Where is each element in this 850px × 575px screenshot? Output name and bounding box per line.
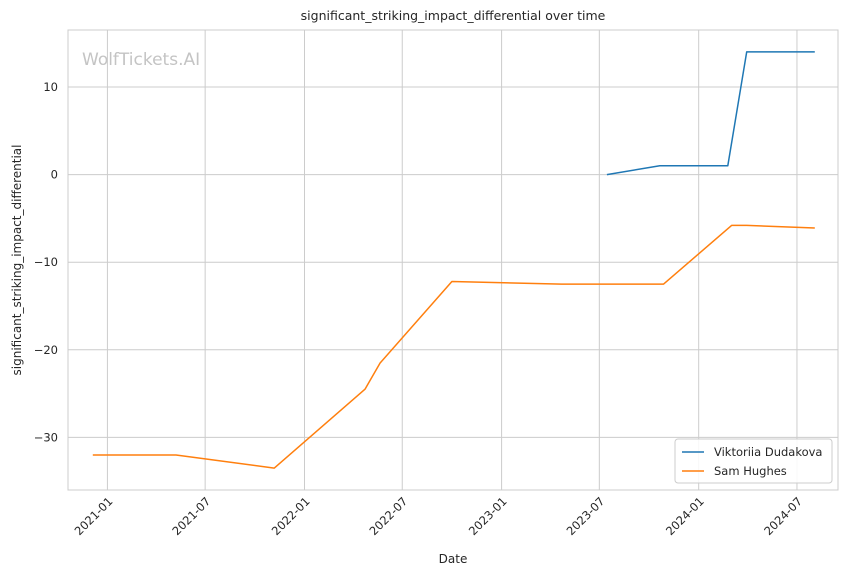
watermark: WolfTickets.AI	[82, 50, 200, 70]
y-tick-label: −20	[34, 343, 58, 357]
x-tick-label: 2023-07	[564, 494, 608, 538]
y-tick-label: 10	[43, 80, 58, 94]
x-tick-label: 2021-07	[169, 494, 213, 538]
y-tick-label: −10	[34, 255, 58, 269]
y-tick-label: −30	[34, 430, 58, 444]
x-tick-label: 2024-01	[663, 494, 707, 538]
series-line-sam-hughes	[92, 224, 815, 469]
legend: Viktoriia Dudakova Sam Hughes	[674, 438, 833, 484]
grid	[68, 30, 838, 490]
legend-label-viktoriia-dudakova: Viktoriia Dudakova	[714, 445, 822, 459]
x-tick-label: 2021-01	[72, 494, 116, 538]
legend-box	[674, 438, 833, 484]
plot-frame	[67, 29, 839, 491]
x-tick-label: 2024-07	[761, 494, 805, 538]
legend-label-sam-hughes: Sam Hughes	[714, 464, 787, 478]
x-tick-label: 2022-07	[366, 494, 410, 538]
y-axis-label: significant_striking_impact_differential	[10, 145, 24, 376]
x-axis-label: Date	[439, 552, 468, 566]
series-line-viktoriia-dudakova	[606, 51, 815, 176]
y-tick-label: 0	[51, 168, 58, 182]
series-layer	[92, 51, 815, 469]
x-tick-label: 2023-01	[466, 494, 510, 538]
x-tick-label: 2022-01	[269, 494, 313, 538]
chart-title: significant_striking_impact_differential…	[301, 8, 606, 23]
